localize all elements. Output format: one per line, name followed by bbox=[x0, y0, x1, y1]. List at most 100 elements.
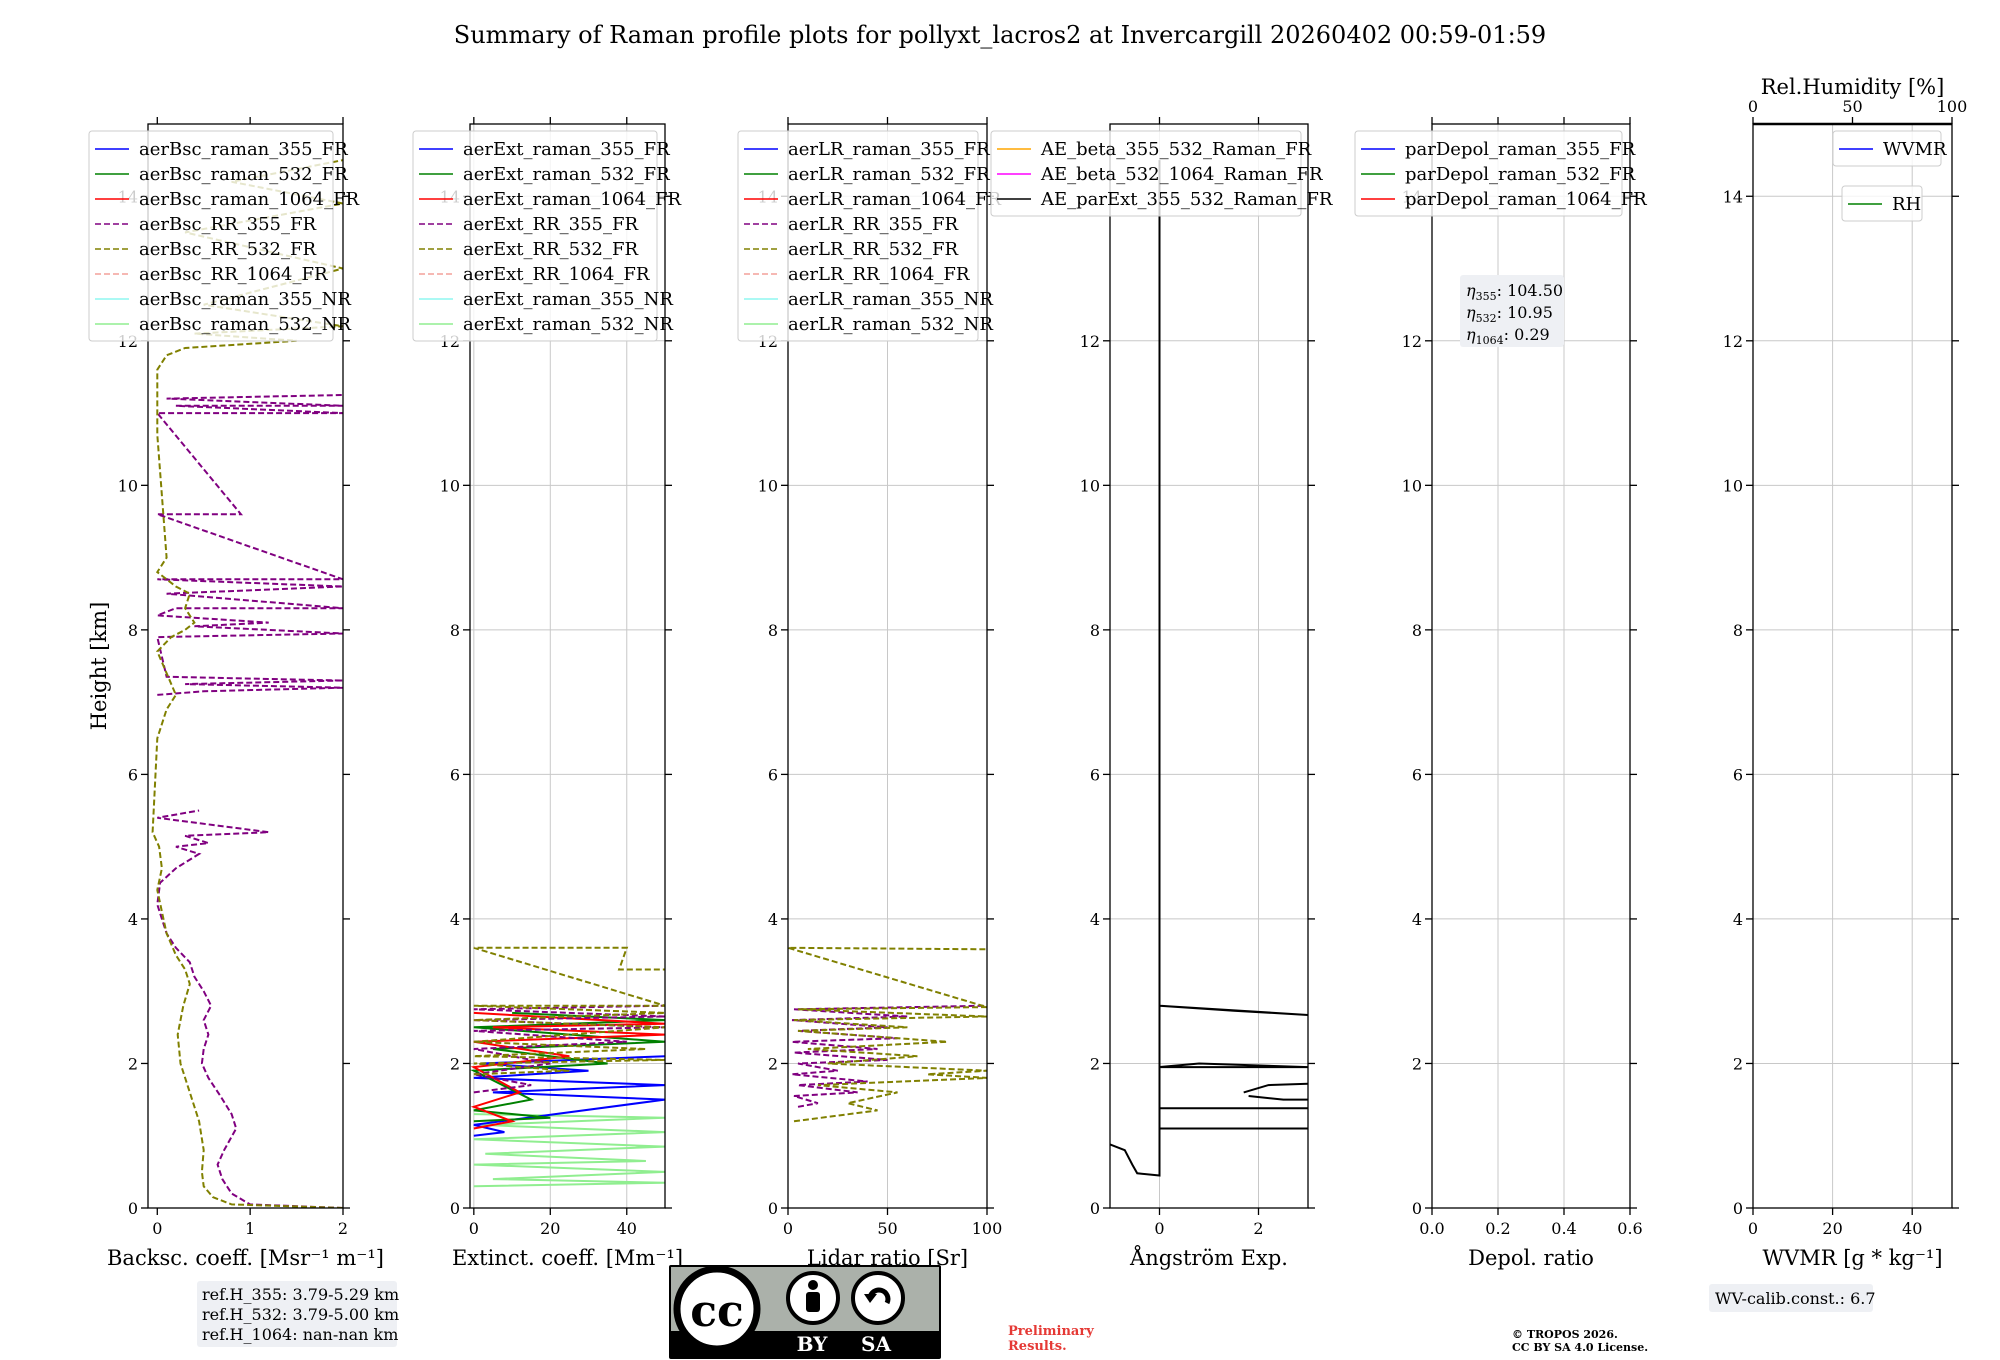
legend-label-AE_beta_355_532_Raman_FR: AE_beta_355_532_Raman_FR bbox=[1040, 139, 1312, 160]
x-tick-label-depol: 0.0 bbox=[1419, 1219, 1444, 1238]
x-tick-label-wv: 40 bbox=[1902, 1219, 1922, 1238]
y-tick-label-wv: 2 bbox=[1733, 1054, 1743, 1073]
cc-icon bbox=[673, 1265, 761, 1353]
x-tick-label-depol: 0.4 bbox=[1551, 1219, 1576, 1238]
series-AE_parExt_355_532_Raman_FR_b bbox=[1243, 1082, 1308, 1094]
y-tick-label-ae: 4 bbox=[1090, 910, 1100, 929]
y-tick-label-depol: 2 bbox=[1412, 1054, 1422, 1073]
y-tick-label-wv: 12 bbox=[1723, 332, 1743, 351]
series-aerLR_RR_532_FR bbox=[788, 946, 987, 1123]
legend-label-aerLR_raman_532_FR: aerLR_raman_532_FR bbox=[788, 164, 990, 185]
legend-bsc: aerBsc_raman_355_FR aerBsc_raman_532_FRae… bbox=[88, 130, 360, 342]
profile-panels: 01202468101214Backsc. coeff. [Msr⁻¹ m⁻¹]… bbox=[87, 75, 1967, 1270]
legend-wv-frame bbox=[1832, 130, 1942, 167]
legend-label-WVMR: WVMR bbox=[1883, 139, 1947, 160]
legend-label-aerBsc_raman_355_FR: aerBsc_raman_355_FR bbox=[139, 139, 348, 160]
x-tick-label-ae: 0 bbox=[1154, 1219, 1164, 1238]
top-x-tick-label-wv: 50 bbox=[1842, 97, 1862, 116]
legend-label-aerBsc_RR_532_FR: aerBsc_RR_532_FR bbox=[139, 239, 316, 260]
sa-share-icon bbox=[851, 1271, 905, 1325]
x-tick-label-ext: 0 bbox=[469, 1219, 479, 1238]
x-tick-label-wv: 0 bbox=[1748, 1219, 1758, 1238]
legend-ext-frame bbox=[412, 130, 658, 342]
cc-by-sa-badge: cc BY SA bbox=[669, 1265, 941, 1359]
series-AE_parExt_355_532_Raman_FR_c bbox=[1248, 1095, 1308, 1101]
x-tick-label-ae: 2 bbox=[1253, 1219, 1263, 1238]
legend-label-aerBsc_raman_532_FR: aerBsc_raman_532_FR bbox=[139, 164, 348, 185]
axes-frame-bsc bbox=[147, 123, 344, 1209]
panel-bsc: 01202468101214Backsc. coeff. [Msr⁻¹ m⁻¹]… bbox=[87, 117, 384, 1270]
legend-label-aerBsc_raman_355_NR: aerBsc_raman_355_NR bbox=[139, 289, 351, 310]
y-tick-label-bsc: 4 bbox=[128, 910, 138, 929]
legend-label-aerLR_raman_355_NR: aerLR_raman_355_NR bbox=[788, 289, 993, 310]
y-tick-label-depol: 10 bbox=[1402, 476, 1422, 495]
eta-532-sub: 532 bbox=[1476, 312, 1497, 325]
x-axis-label-bsc: Backsc. coeff. [Msr⁻¹ m⁻¹] bbox=[107, 1246, 384, 1270]
x-tick-label-lr: 0 bbox=[783, 1219, 793, 1238]
y-tick-label-depol: 12 bbox=[1402, 332, 1422, 351]
axes-frame-wv bbox=[1752, 123, 1953, 1209]
axes-frame-depol bbox=[1431, 123, 1631, 1209]
legend-label-aerExt_RR_532_FR: aerExt_RR_532_FR bbox=[463, 239, 638, 260]
y-tick-label-lr: 10 bbox=[758, 476, 778, 495]
y-tick-label-ext: 0 bbox=[450, 1199, 460, 1218]
y-tick-label-bsc: 0 bbox=[128, 1199, 138, 1218]
eta-355-sub: 355 bbox=[1476, 290, 1497, 303]
y-tick-label-wv: 14 bbox=[1723, 187, 1743, 206]
y-tick-label-ae: 0 bbox=[1090, 1199, 1100, 1218]
eta-1064-symbol: η bbox=[1466, 325, 1476, 344]
y-tick-label-lr: 6 bbox=[768, 765, 778, 784]
legend-label-aerExt_raman_355_FR: aerExt_raman_355_FR bbox=[463, 139, 670, 160]
y-tick-label-wv: 10 bbox=[1723, 476, 1743, 495]
legend-label-aerExt_raman_1064_FR: aerExt_raman_1064_FR bbox=[463, 189, 682, 210]
x-tick-label-bsc: 0 bbox=[152, 1219, 162, 1238]
x-tick-label-wv: 20 bbox=[1822, 1219, 1842, 1238]
eta-532-symbol: η bbox=[1466, 303, 1476, 322]
legend-ext: aerExt_raman_355_FR aerExt_raman_532_FRae… bbox=[412, 130, 682, 342]
svg-text:η532: 10.95: η532: 10.95 bbox=[1466, 303, 1553, 325]
y-tick-label-depol: 6 bbox=[1412, 765, 1422, 784]
ref-h-532: ref.H_532: 3.79-5.00 km bbox=[202, 1305, 399, 1324]
series-group-ext bbox=[470, 946, 665, 1188]
y-tick-label-depol: 0 bbox=[1412, 1199, 1422, 1218]
wv-calib-box: WV-calib.const.: 6.7 bbox=[1709, 1284, 1876, 1312]
wv-calib-const: WV-calib.const.: 6.7 bbox=[1715, 1289, 1876, 1308]
panel-ext: 0204002468101214Extinct. coeff. [Mm⁻¹]ae… bbox=[412, 117, 683, 1270]
y-tick-label-lr: 2 bbox=[768, 1054, 778, 1073]
panel-ae: 0 2 0 2 4 6 8 10 12 Ångström Exp. AE_beta_355_532_… bbox=[990, 117, 1333, 1270]
y-tick-label-wv: 8 bbox=[1733, 621, 1743, 640]
y-tick-label-bsc: 2 bbox=[128, 1054, 138, 1073]
preliminary-line-2: Results. bbox=[1008, 1339, 1067, 1354]
legend-label-aerExt_RR_355_FR: aerExt_RR_355_FR bbox=[463, 214, 638, 235]
x-tick-label-bsc: 1 bbox=[245, 1219, 255, 1238]
legend-label-aerExt_raman_532_NR: aerExt_raman_532_NR bbox=[463, 314, 673, 335]
y-tick-label-lr: 4 bbox=[768, 910, 778, 929]
y-tick-label-ae: 8 bbox=[1090, 621, 1100, 640]
legend-label-parDepol_raman_532_FR: parDepol_raman_532_FR bbox=[1405, 164, 1636, 185]
legend-label-aerBsc_raman_532_NR: aerBsc_raman_532_NR bbox=[139, 314, 351, 335]
y-tick-label-bsc: 8 bbox=[128, 621, 138, 640]
y-tick-label-bsc: 10 bbox=[118, 476, 138, 495]
eta-1064-sub: 1064 bbox=[1476, 334, 1504, 347]
legend-label-aerBsc_raman_1064_FR: aerBsc_raman_1064_FR bbox=[139, 189, 360, 210]
y-tick-label-depol: 4 bbox=[1412, 910, 1422, 929]
legend-label-aerLR_raman_355_FR: aerLR_raman_355_FR bbox=[788, 139, 990, 160]
series-aerExt_RR_355_FR bbox=[473, 1004, 665, 1094]
series-group-ae bbox=[1110, 160, 1308, 1177]
legend-label-AE_beta_532_1064_Raman_FR: AE_beta_532_1064_Raman_FR bbox=[1040, 164, 1323, 185]
x-tick-label-depol: 0.2 bbox=[1485, 1219, 1510, 1238]
legend-label-aerExt_raman_532_FR: aerExt_raman_532_FR bbox=[463, 164, 670, 185]
y-tick-label-ext: 6 bbox=[450, 765, 460, 784]
legend-depol: parDepol_raman_355_FR parDepol_raman_532_… bbox=[1354, 130, 1647, 217]
panel-depol: 0.00.20.40.602468101214Depol. ratioparDe… bbox=[1354, 117, 1647, 1270]
y-tick-label-ae: 6 bbox=[1090, 765, 1100, 784]
y-tick-label-wv: 6 bbox=[1733, 765, 1743, 784]
x-axis-label-ext: Extinct. coeff. [Mm⁻¹] bbox=[452, 1246, 683, 1270]
legend-label-parDepol_raman_355_FR: parDepol_raman_355_FR bbox=[1405, 139, 1636, 160]
legend-lr-frame bbox=[737, 130, 979, 342]
series-aerExt_raman_532_FR bbox=[470, 1011, 665, 1123]
eta-1064-value: : 0.29 bbox=[1504, 325, 1550, 344]
axes-frame-ext bbox=[469, 123, 666, 1209]
x-tick-label-ext: 20 bbox=[540, 1219, 560, 1238]
